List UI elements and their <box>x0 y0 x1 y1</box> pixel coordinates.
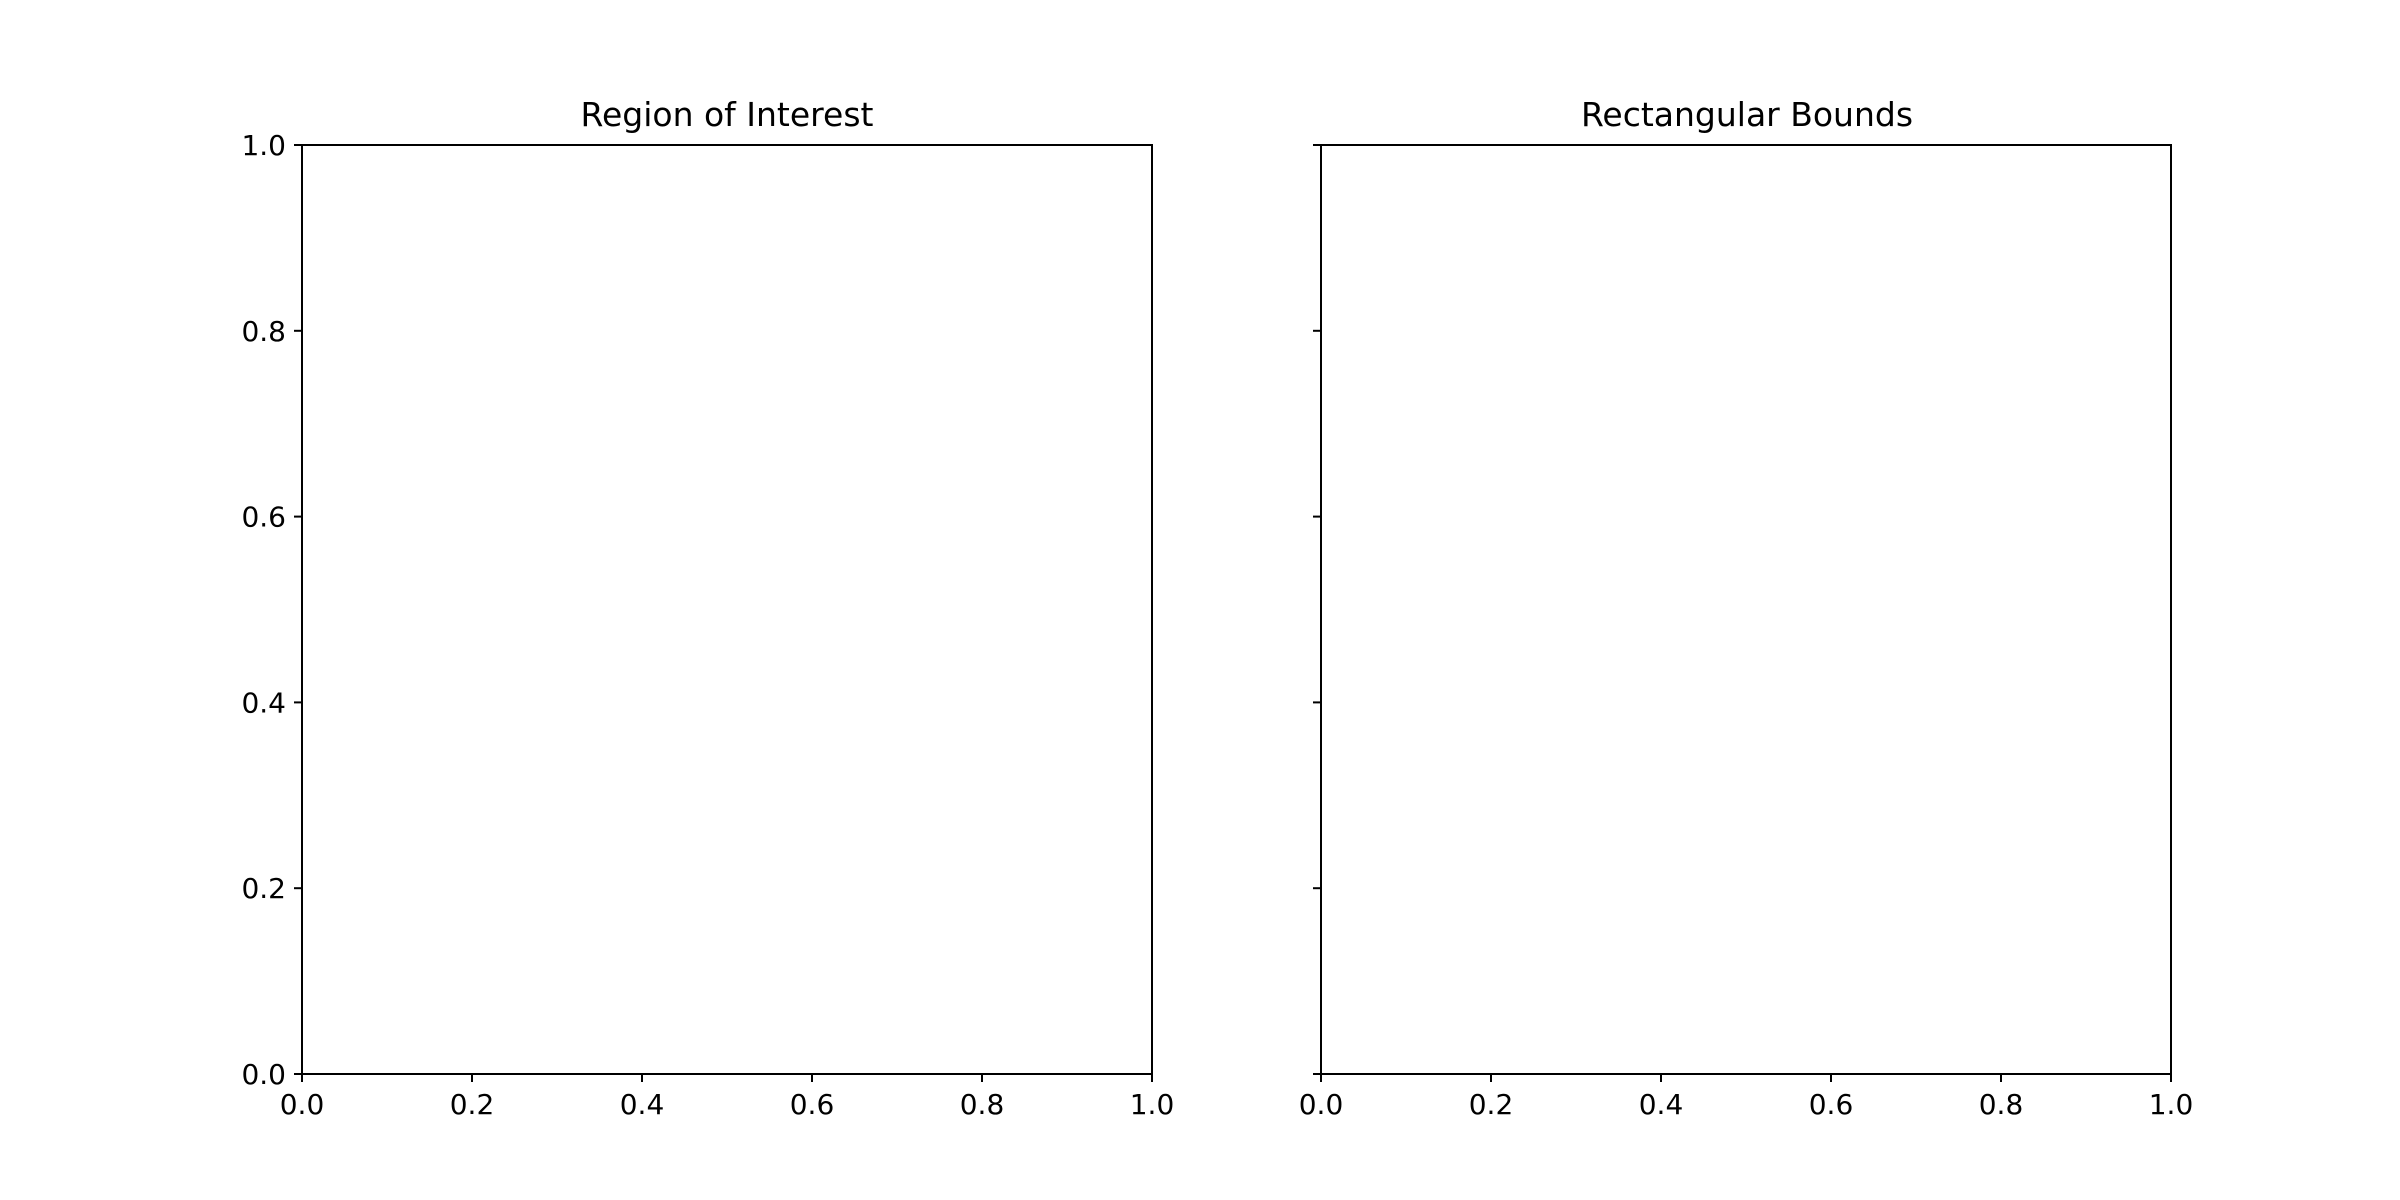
x-tick-label: 0.2 <box>450 1088 495 1121</box>
plot-area-frame <box>301 144 1153 1075</box>
x-tick-label: 1.0 <box>2149 1088 2194 1121</box>
ticks-group: 0.0 0.2 0.4 0.6 0.8 1.0 <box>1299 144 2194 1121</box>
x-tick-label: 0.0 <box>1299 1088 1344 1121</box>
x-tick-label: 0.4 <box>1639 1088 1684 1121</box>
chart-title: Region of Interest <box>581 95 874 134</box>
chart-title: Rectangular Bounds <box>1581 95 1913 134</box>
x-tick-label: 0.8 <box>960 1088 1005 1121</box>
plot-area-frame <box>1320 144 2172 1075</box>
y-tick-label: 0.8 <box>241 315 286 348</box>
y-tick-label: 0.4 <box>241 686 286 719</box>
y-tick-label: 0.0 <box>241 1058 286 1091</box>
x-tick-label: 0.6 <box>790 1088 835 1121</box>
chart-region-of-interest: Region of Interest 0.0 0.2 0.4 0.6 0.8 1.00.0… <box>241 95 1174 1121</box>
chart-rectangular-bounds: Rectangular Bounds 0.0 0.2 0.4 0.6 0.8 1.0 <box>1299 95 2194 1121</box>
ticks-group: 0.0 0.2 0.4 0.6 0.8 1.0 0.0 0.2 0.4 0.6 0.8 1.0 <box>241 129 1174 1121</box>
x-tick-label: 0.6 <box>1809 1088 1854 1121</box>
x-tick-label: 0.0 <box>280 1088 325 1121</box>
y-tick-label: 1.0 <box>241 129 286 162</box>
x-tick-label: 1.0 <box>1130 1088 1175 1121</box>
y-tick-label: 0.6 <box>241 501 286 534</box>
x-tick-label: 0.8 <box>1979 1088 2024 1121</box>
x-tick-label: 0.4 <box>620 1088 665 1121</box>
y-tick-label: 0.2 <box>241 872 286 905</box>
x-tick-label: 0.2 <box>1469 1088 1514 1121</box>
